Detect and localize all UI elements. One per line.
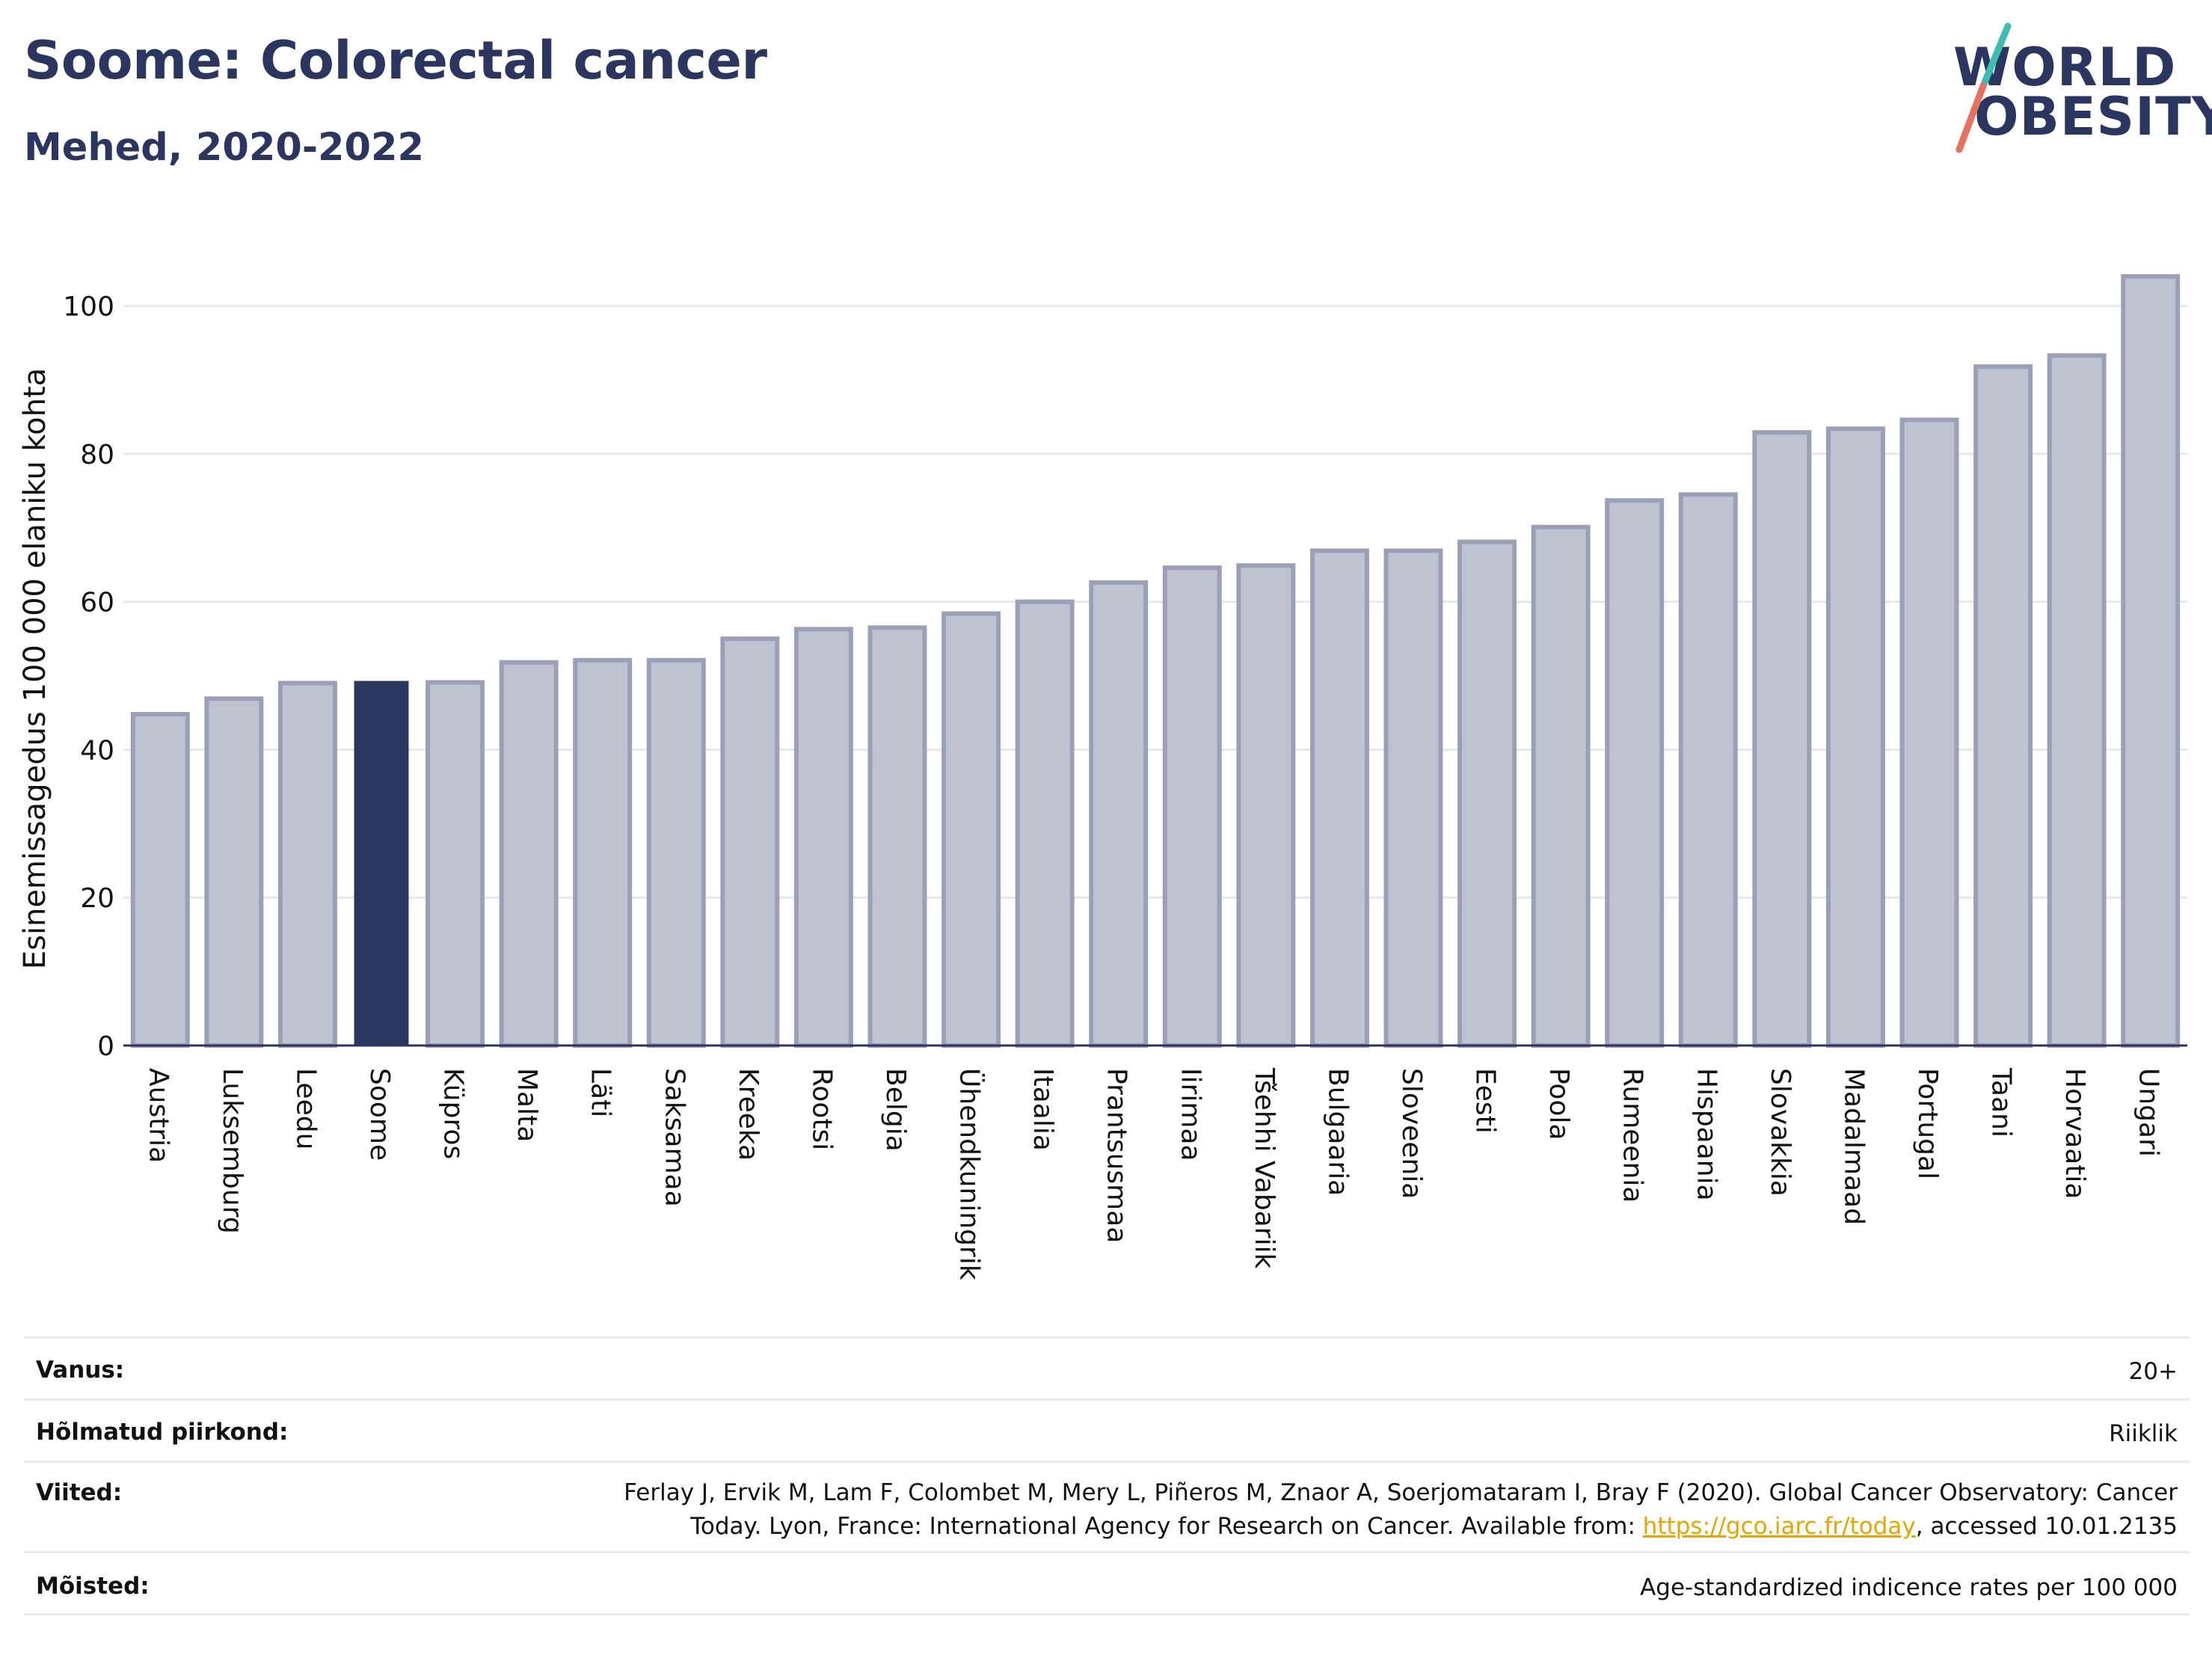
bar-austria — [130, 711, 190, 1048]
x-tick-label: Malta — [511, 1068, 542, 1142]
meta-defs-label: Mõisted: — [36, 1573, 150, 1600]
bar-saksamaa — [646, 657, 706, 1048]
bar-chart: 0 20 40 60 80 100 Austria Luksemburg Leedu Soome… — [18, 274, 2187, 1280]
x-tick-label: Saksamaa — [659, 1068, 689, 1207]
meta-divider — [24, 1551, 2190, 1553]
bar-madalmaad — [1825, 426, 1885, 1048]
page-title: Soome: Colorectal cancer — [24, 30, 767, 91]
bar-luksemburg — [204, 696, 264, 1048]
y-tick-label: 40 — [80, 735, 114, 766]
bar-rumeenia — [1605, 498, 1665, 1048]
meta-refs-line2-pre: Today. Lyon, France: International Agenc… — [690, 1512, 1643, 1540]
x-tick-label: Ungari — [2133, 1068, 2164, 1157]
logo-line2: OBESITY — [1974, 86, 2212, 147]
bar-rootsi — [793, 627, 853, 1048]
meta-refs-label: Viited: — [36, 1479, 123, 1506]
meta-region-value: Riiklik — [2109, 1420, 2178, 1447]
meta-refs-value: Ferlay J, Ervik M, Lam F, Colombet M, Me… — [624, 1476, 2178, 1544]
x-tick-label: Luksemburg — [217, 1068, 248, 1234]
bar-eesti — [1457, 539, 1517, 1048]
x-tick-label: Ühendkuningrik — [954, 1068, 986, 1280]
meta-region-label: Hõlmatud piirkond: — [36, 1419, 289, 1446]
bar-leedu — [277, 681, 337, 1048]
meta-defs-value: Age-standardized indicence rates per 100… — [1640, 1574, 2178, 1601]
meta-age-label: Vanus: — [36, 1357, 125, 1384]
bar-kreeka — [720, 636, 780, 1048]
world-obesity-logo: WORLD OBESITY — [1944, 19, 2212, 161]
bar-prantsusmaa — [1089, 580, 1149, 1048]
x-tick-label: Belgia — [880, 1068, 911, 1152]
x-tick-label: Taani — [1986, 1067, 2017, 1137]
x-tick-label: Itaalia — [1027, 1068, 1058, 1151]
x-tick-label: Hispaania — [1691, 1068, 1721, 1201]
x-tick-label: Leedu — [290, 1068, 321, 1149]
x-tick-label: Iirimaa — [1175, 1068, 1205, 1161]
bar-ungari — [2121, 274, 2181, 1048]
logo-slash-icon — [1956, 22, 2012, 153]
bar-iirimaa — [1162, 565, 1222, 1048]
meta-refs-line2-post: , accessed 10.01.2135 — [1915, 1512, 2178, 1540]
bar-portugal — [1899, 417, 1959, 1048]
meta-divider — [24, 1398, 2190, 1401]
y-axis-label: Esinemissagedus 100 000 elaniku kohta — [18, 368, 52, 969]
bar-küpros — [425, 680, 485, 1048]
bar-horvaatia — [2047, 353, 2107, 1048]
x-tick-label: Soome — [364, 1068, 395, 1161]
x-tick-label: Portugal — [1912, 1068, 1943, 1179]
bar-slovakkia — [1752, 430, 1812, 1048]
meta-refs-line1: Ferlay J, Ervik M, Lam F, Colombet M, Me… — [624, 1479, 2178, 1506]
x-tick-label: Bulgaaria — [1322, 1068, 1353, 1196]
x-tick-label: Läti — [586, 1068, 616, 1117]
x-tick-labels: Austria Luksemburg Leedu Soome Küpros Malta Lä… — [143, 1067, 2163, 1280]
bar-läti — [573, 657, 633, 1048]
x-tick-label: Poola — [1543, 1068, 1574, 1140]
bar-bulgaaria — [1309, 548, 1369, 1048]
meta-row-defs: Mõisted: Age-standardized indicence rate… — [24, 1553, 2190, 1613]
y-tick-label: 20 — [80, 883, 114, 914]
x-tick-label: Austria — [143, 1068, 173, 1163]
bar-sloveenia — [1383, 548, 1443, 1048]
bar-soome — [354, 681, 409, 1045]
bars — [130, 274, 2181, 1048]
y-tick-label: 0 — [97, 1031, 114, 1062]
x-tick-label: Rumeenia — [1617, 1068, 1648, 1203]
y-tick-label: 80 — [80, 440, 114, 470]
x-tick-label: Küpros — [438, 1068, 469, 1159]
bar-hispaania — [1678, 492, 1738, 1048]
meta-divider — [24, 1336, 2190, 1339]
meta-divider — [24, 1461, 2190, 1463]
y-tick-label: 60 — [80, 588, 114, 618]
x-tick-label: Slovakkia — [1765, 1068, 1795, 1197]
meta-divider — [24, 1613, 2190, 1615]
y-tick-labels: 0 20 40 60 80 100 — [63, 292, 114, 1062]
x-tick-label: Eesti — [1470, 1068, 1501, 1134]
meta-row-refs: Viited: Ferlay J, Ervik M, Lam F, Colomb… — [24, 1463, 2190, 1551]
x-tick-label: Madalmaad — [1838, 1068, 1869, 1225]
meta-row-age: Vanus: 20+ — [24, 1339, 2190, 1398]
x-tick-label: Rootsi — [806, 1068, 837, 1150]
bar-belgia — [867, 625, 927, 1048]
bar-ühendkuningrik — [941, 611, 1001, 1048]
bar-tšehhi-vabariik — [1236, 563, 1296, 1048]
bar-itaalia — [1015, 599, 1075, 1048]
meta-refs-line2: Today. Lyon, France: International Agenc… — [624, 1510, 2178, 1544]
bar-malta — [499, 660, 559, 1048]
bar-poola — [1531, 524, 1591, 1048]
meta-age-value: 20+ — [2128, 1358, 2178, 1385]
x-tick-label: Prantsusmaa — [1102, 1068, 1132, 1243]
y-tick-label: 100 — [63, 292, 114, 322]
x-tick-label: Tšehhi Vabariik — [1249, 1067, 1279, 1269]
x-tick-label: Sloveenia — [1396, 1068, 1427, 1199]
bar-taani — [1973, 364, 2033, 1048]
meta-row-region: Hõlmatud piirkond: Riiklik — [24, 1401, 2190, 1461]
x-tick-label: Kreeka — [733, 1068, 764, 1161]
page-subtitle: Mehed, 2020-2022 — [24, 126, 424, 170]
x-tick-label: Horvaatia — [2059, 1068, 2090, 1200]
refs-link[interactable]: https://gco.iarc.fr/today — [1642, 1512, 1916, 1540]
